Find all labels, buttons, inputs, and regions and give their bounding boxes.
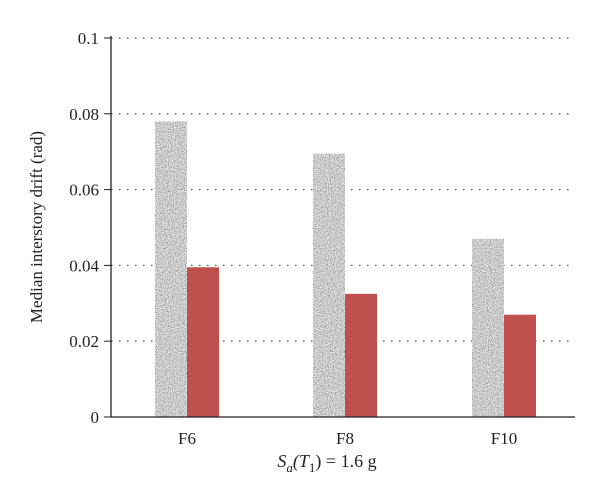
bar-f8-textured	[313, 154, 345, 417]
bar-texture-fill	[313, 154, 345, 417]
bar-f8-red	[345, 294, 377, 417]
bar-f10-textured	[472, 239, 504, 417]
bar-f6-red	[187, 267, 219, 417]
y-tick-label: 0.06	[69, 181, 99, 200]
y-tick-label: 0.04	[69, 256, 99, 275]
y-tick-label: 0.08	[69, 105, 99, 124]
x-axis-title-part: S	[277, 451, 286, 471]
x-axis-title-part: ) = 1.6 g	[315, 451, 376, 472]
y-tick-label: 0	[91, 408, 100, 427]
bar-texture-fill	[155, 121, 187, 417]
bar-f6-textured	[155, 121, 187, 417]
y-tick-label: 0.02	[69, 332, 99, 351]
x-tick-label: F8	[336, 429, 354, 448]
x-axis-title: Sa(T1) = 1.6 g	[277, 451, 376, 475]
bar-f10-red	[504, 315, 536, 417]
bar-texture-fill	[472, 239, 504, 417]
x-tick-label: F6	[178, 429, 196, 448]
x-tick-label: F10	[491, 429, 517, 448]
y-tick-label: 0.1	[78, 29, 99, 48]
y-axis-title: Median interstory drift (rad)	[27, 131, 46, 323]
